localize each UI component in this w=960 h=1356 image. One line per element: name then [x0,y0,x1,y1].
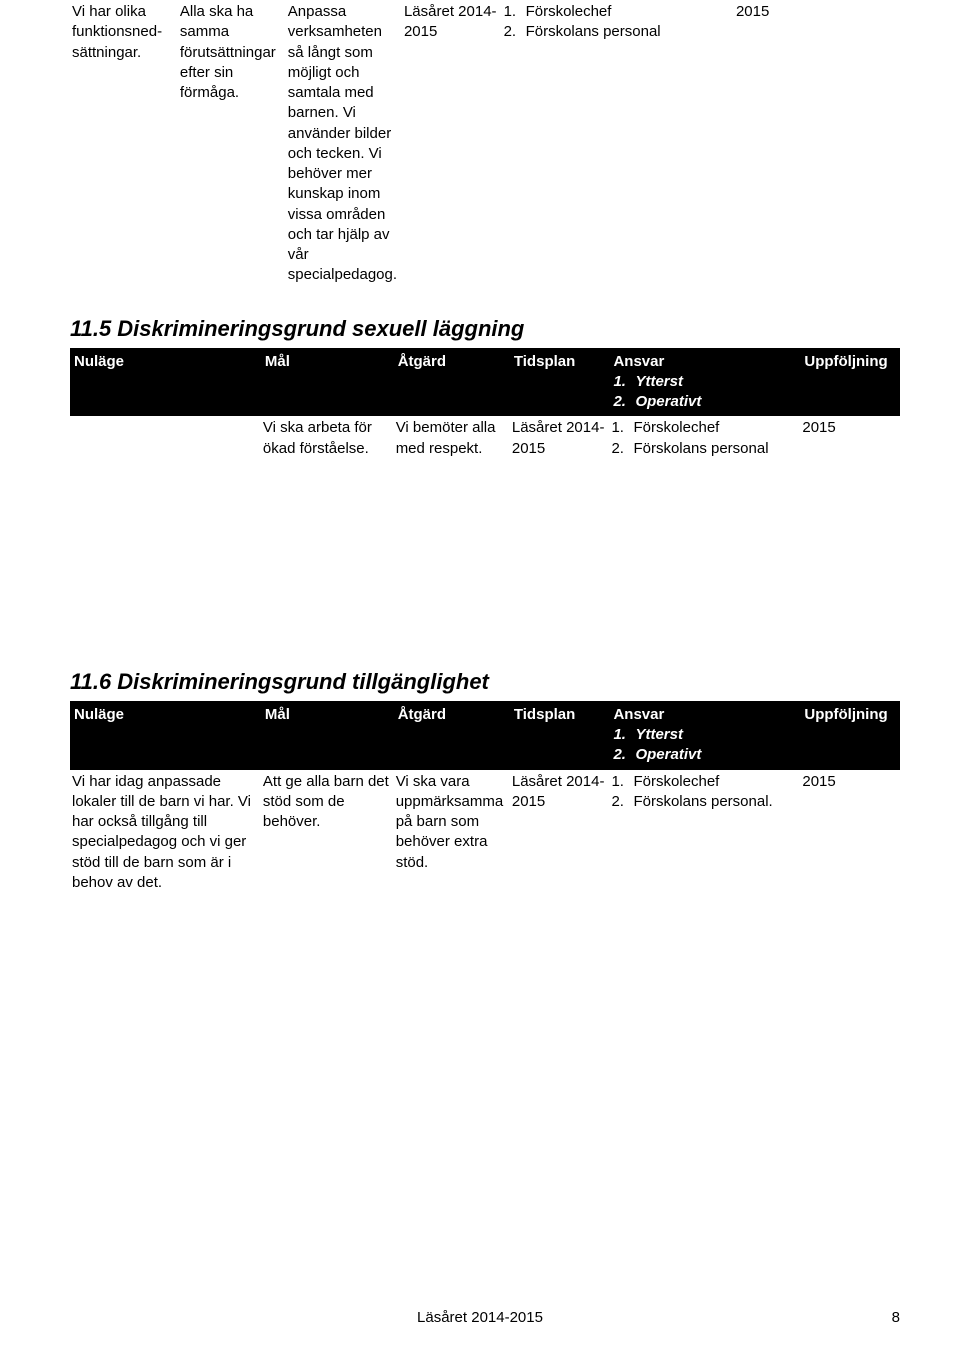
cell-nulage: Vi har olika funktionsned-sättningar. [70,0,178,288]
header-ansvar: Ansvar 1. Ytterst 2. Operativt [609,348,800,417]
cell-mal: Vi ska arbeta för ökad förståelse. [261,416,394,461]
cell-tidsplan: Läsåret 2014-2015 [510,416,610,461]
table-header-row: Nuläge Mål Åtgärd Tidsplan Ansvar 1. Ytt… [70,701,900,770]
cell-nulage [70,416,261,461]
list-text: Förskolans personal. [633,792,772,812]
header-tidsplan: Tidsplan [510,348,610,417]
cell-uppfoljning: 2015 [800,770,900,896]
list-number: 2. [613,745,635,765]
list-number: 1. [504,2,526,22]
cell-ansvar: 1. Förskolechef 2. Förskolans personal [609,416,800,461]
cell-mal: Alla ska ha samma förutsättningar efter … [178,0,286,288]
header-uppfoljning: Uppföljning [800,701,900,770]
list-text: Förskolans personal [633,439,768,459]
cell-tidsplan: Läsåret 2014-2015 [402,0,502,288]
page-number: 8 [892,1309,900,1326]
cell-mal: Att ge alla barn det stöd som de behöver… [261,770,394,896]
list-text: Förskolechef [526,2,612,22]
cell-uppfoljning: 2015 [734,0,900,288]
table-row: Vi har idag anpassade lokaler till de ba… [70,770,900,896]
list-number: 2. [611,439,633,459]
cell-ansvar: 1. Förskolechef 2. Förskolans personal [502,0,734,288]
cell-atgard: Vi bemöter alla med respekt. [394,416,510,461]
list-number: 1. [613,725,635,745]
list-number: 2. [504,22,526,42]
list-text: Operativt [635,745,701,765]
list-text: Förskolans personal [526,22,661,42]
table-section-6: Nuläge Mål Åtgärd Tidsplan Ansvar 1. Ytt… [70,701,900,895]
table-row: Vi har olika funktionsned-sättningar. Al… [70,0,900,288]
header-ansvar: Ansvar 1. Ytterst 2. Operativt [609,701,800,770]
list-number: 2. [611,792,633,812]
cell-atgard: Vi ska vara uppmärksamma på barn som beh… [394,770,510,896]
page-footer: Läsåret 2014-2015 [0,1309,960,1326]
header-atgard: Åtgärd [394,701,510,770]
table-section-5: Nuläge Mål Åtgärd Tidsplan Ansvar 1. Ytt… [70,348,900,461]
header-uppfoljning: Uppföljning [800,348,900,417]
top-continuation-table: Vi har olika funktionsned-sättningar. Al… [70,0,900,288]
header-nulage: Nuläge [70,348,261,417]
header-nulage: Nuläge [70,701,261,770]
header-ansvar-label: Ansvar [613,706,664,723]
section-heading-11-6: 11.6 Diskrimineringsgrund tillgänglighet [70,669,900,695]
cell-atgard: Anpassa verksamheten så långt som möjlig… [286,0,402,288]
list-text: Förskolechef [633,418,719,438]
header-atgard: Åtgärd [394,348,510,417]
list-text: Förskolechef [633,772,719,792]
cell-nulage: Vi har idag anpassade lokaler till de ba… [70,770,261,896]
list-number: 1. [611,772,633,792]
header-ansvar-label: Ansvar [613,353,664,370]
list-number: 1. [611,418,633,438]
header-mal: Mål [261,348,394,417]
list-number: 1. [613,372,635,392]
list-text: Ytterst [635,372,683,392]
cell-tidsplan: Läsåret 2014-2015 [510,770,610,896]
table-row: Vi ska arbeta för ökad förståelse. Vi be… [70,416,900,461]
header-mal: Mål [261,701,394,770]
list-text: Ytterst [635,725,683,745]
list-text: Operativt [635,392,701,412]
cell-ansvar: 1. Förskolechef 2. Förskolans personal. [609,770,800,896]
cell-uppfoljning: 2015 [800,416,900,461]
table-header-row: Nuläge Mål Åtgärd Tidsplan Ansvar 1. Ytt… [70,348,900,417]
list-number: 2. [613,392,635,412]
header-tidsplan: Tidsplan [510,701,610,770]
vertical-spacer [70,461,900,641]
section-heading-11-5: 11.5 Diskrimineringsgrund sexuell läggni… [70,316,900,342]
